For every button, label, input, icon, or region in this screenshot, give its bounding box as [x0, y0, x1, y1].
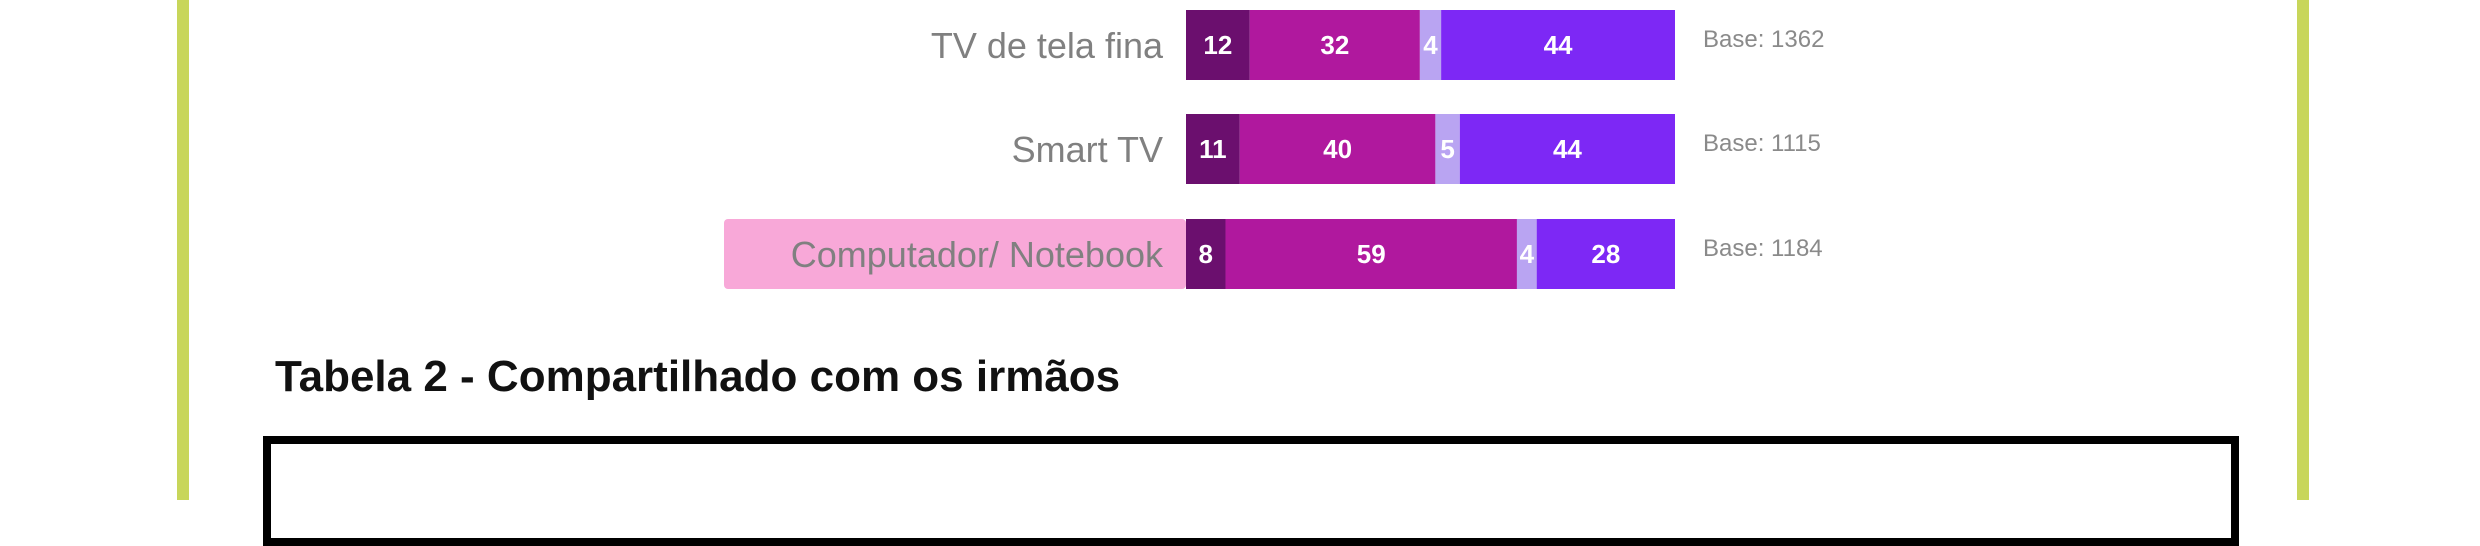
bar-segment — [1225, 219, 1517, 289]
category-label: Smart TV — [1012, 129, 1163, 170]
table-title: Tabela 2 - Compartilhado com os irmãos — [275, 352, 1121, 401]
bar-segment — [1249, 10, 1420, 80]
data-label: 5 — [1440, 134, 1454, 164]
bar-segment — [1239, 114, 1436, 184]
data-label: 4 — [1520, 239, 1535, 269]
right-frame-border — [2297, 0, 2309, 500]
base-label: Base: 1115 — [1703, 130, 1821, 157]
bar-segment — [1419, 10, 1442, 80]
bar-segment — [1516, 219, 1537, 289]
bar-segment — [1459, 114, 1675, 184]
data-label: 44 — [1544, 30, 1573, 60]
base-label: Base: 1362 — [1703, 26, 1824, 53]
data-label: 40 — [1323, 134, 1352, 164]
bar-segment — [1186, 114, 1240, 184]
data-label: 4 — [1423, 30, 1438, 60]
category-label: Computador/ Notebook — [791, 234, 1164, 275]
data-label: 8 — [1199, 239, 1213, 269]
data-label: 28 — [1591, 239, 1620, 269]
bar-segment — [1186, 219, 1226, 289]
data-label: 12 — [1203, 30, 1232, 60]
base-label: Base: 1184 — [1703, 235, 1823, 262]
left-frame-border — [177, 0, 189, 500]
bar-segment — [1441, 10, 1675, 80]
table-frame — [263, 436, 2239, 546]
bar-segment — [1435, 114, 1460, 184]
bar-segment — [1186, 10, 1250, 80]
data-label: 44 — [1553, 134, 1582, 164]
category-highlight — [724, 219, 1186, 289]
data-label: 59 — [1357, 239, 1386, 269]
data-label: 32 — [1320, 30, 1349, 60]
bar-segment — [1536, 219, 1675, 289]
category-label: TV de tela fina — [931, 25, 1164, 66]
data-label: 11 — [1199, 134, 1227, 164]
